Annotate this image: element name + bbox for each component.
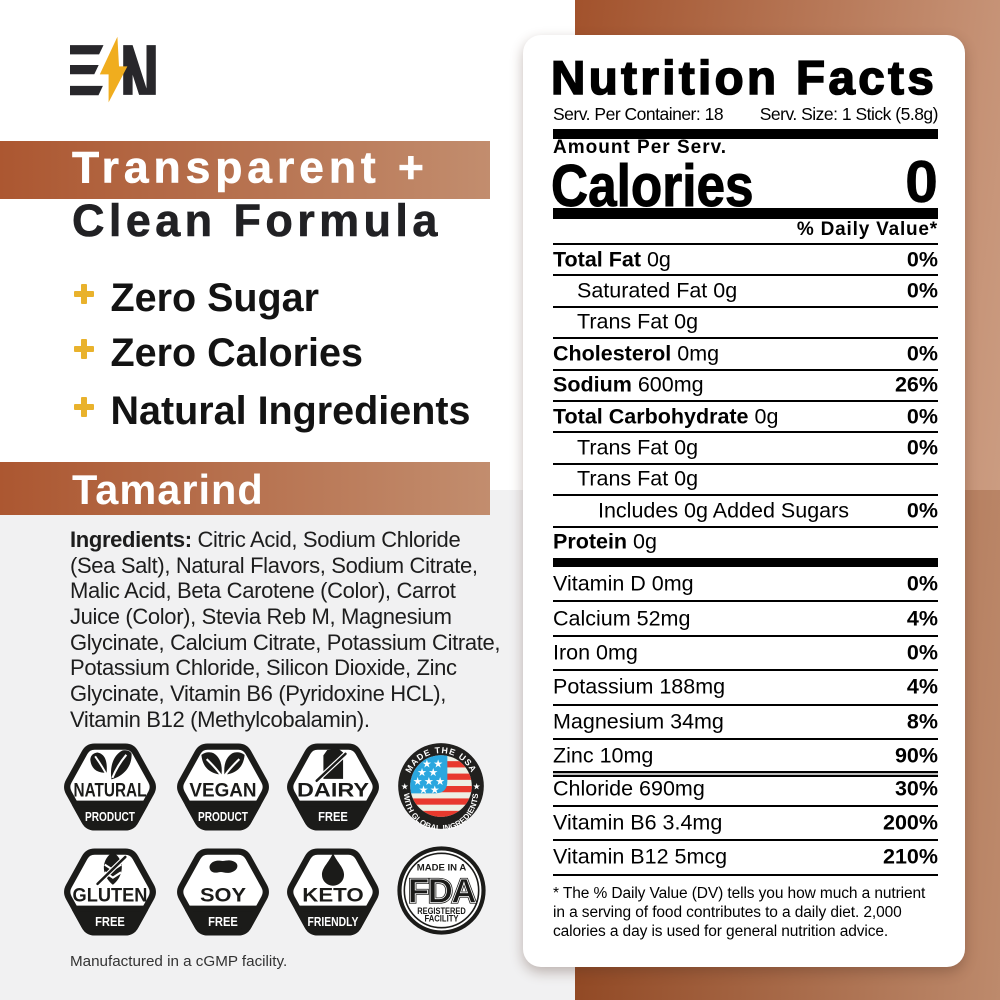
svg-text:PRODUCT: PRODUCT bbox=[198, 810, 248, 824]
svg-text:REGISTERED: REGISTERED bbox=[417, 905, 466, 916]
svg-text:★: ★ bbox=[432, 759, 442, 769]
svg-text:★: ★ bbox=[418, 785, 428, 795]
svg-text:★: ★ bbox=[400, 782, 408, 791]
svg-text:GLUTEN: GLUTEN bbox=[73, 884, 148, 906]
svg-text:SOY: SOY bbox=[199, 884, 245, 906]
svg-text:FREE: FREE bbox=[95, 915, 125, 929]
svg-text:DAIRY: DAIRY bbox=[297, 780, 369, 802]
svg-text:MADE IN A: MADE IN A bbox=[416, 862, 466, 872]
svg-text:FREE: FREE bbox=[208, 915, 238, 929]
svg-text:FREE: FREE bbox=[318, 810, 348, 824]
svg-text:FRIENDLY: FRIENDLY bbox=[308, 915, 359, 929]
svg-text:★: ★ bbox=[421, 759, 431, 769]
svg-text:VEGAN: VEGAN bbox=[189, 780, 256, 802]
svg-text:★: ★ bbox=[429, 785, 439, 795]
svg-text:NATURAL: NATURAL bbox=[74, 780, 147, 802]
svg-text:★: ★ bbox=[472, 782, 480, 791]
svg-text:KETO: KETO bbox=[302, 884, 363, 906]
svg-text:FDA: FDA bbox=[407, 872, 476, 910]
svg-text:FACILITY: FACILITY bbox=[424, 912, 459, 923]
svg-text:★: ★ bbox=[416, 768, 426, 778]
svg-text:★: ★ bbox=[423, 777, 433, 787]
svg-text:FDA: FDA bbox=[407, 872, 476, 910]
svg-text:★: ★ bbox=[434, 777, 444, 787]
svg-text:PRODUCT: PRODUCT bbox=[85, 810, 135, 824]
svg-text:★: ★ bbox=[412, 777, 422, 787]
svg-text:★: ★ bbox=[428, 768, 438, 778]
